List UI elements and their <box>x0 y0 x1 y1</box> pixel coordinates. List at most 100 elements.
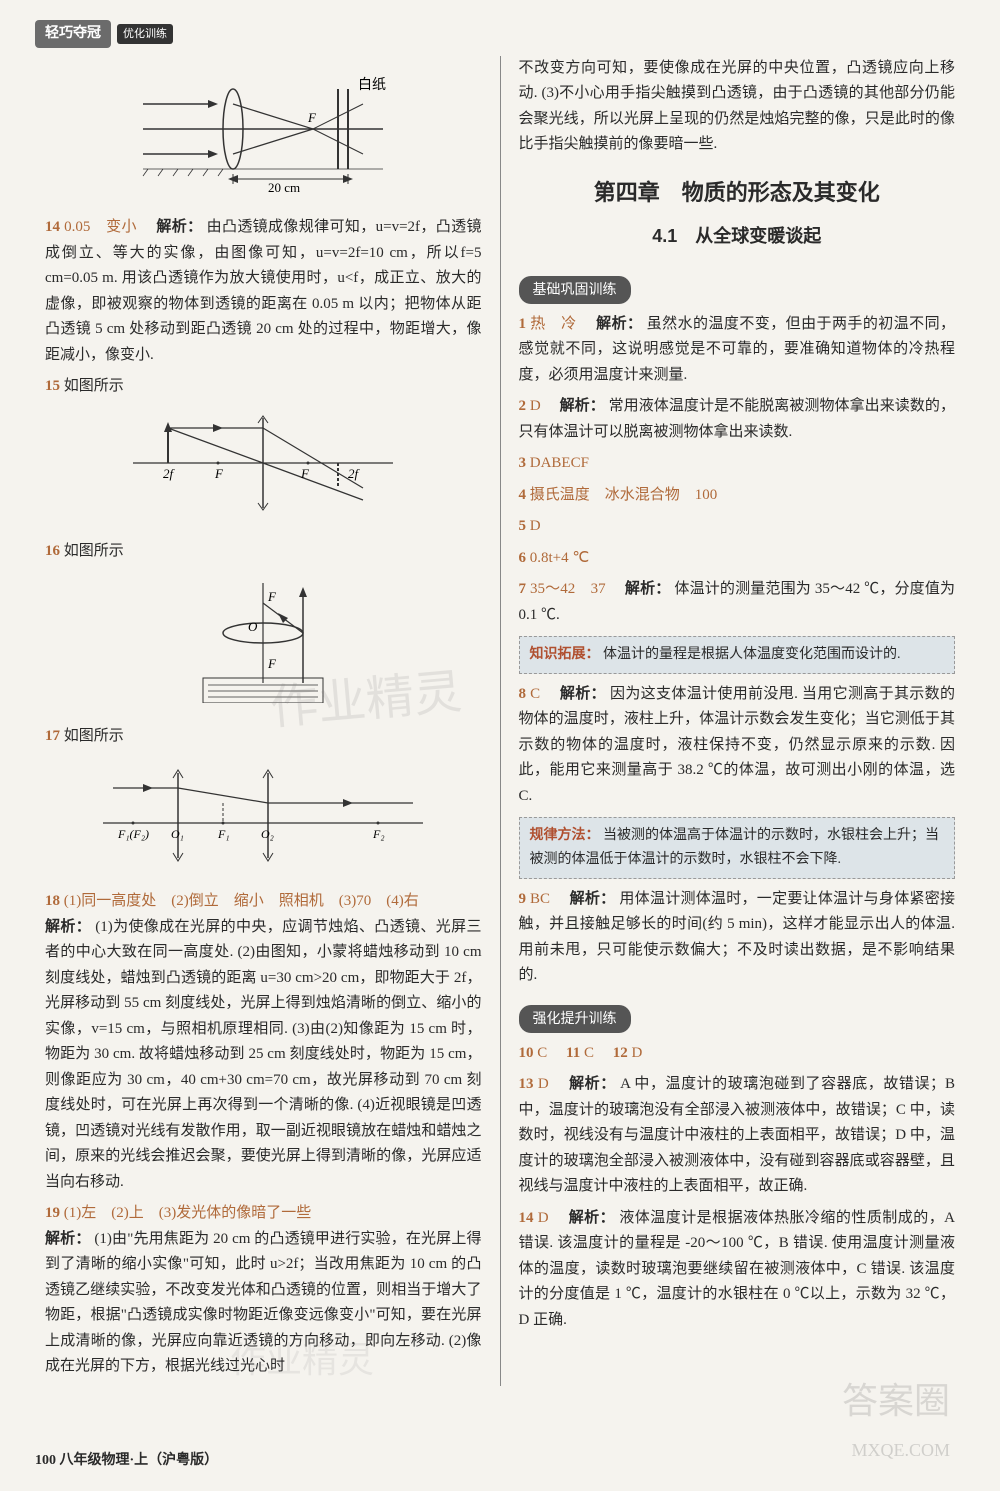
q19-explain-label: 解析： <box>45 1231 90 1247</box>
svg-text:F₂: F₂ <box>372 827 385 841</box>
r-q3: 3 DABECF <box>519 451 956 477</box>
header-badge: 轻巧夺冠 <box>35 20 111 48</box>
r-q2: 2 D 解析： 常用液体温度计是不能脱离被测物体拿出来读数的，只有体温计可以脱离… <box>519 394 956 445</box>
q19-answer: (1)左 (2)上 (3)发光体的像暗了一些 <box>64 1205 311 1221</box>
q17-num: 17 <box>45 728 60 744</box>
r-q10-num: 10 <box>519 1045 534 1061</box>
r-q13: 13 D 解析： A 中，温度计的玻璃泡碰到了容器底，故错误；B 中，温度计的玻… <box>519 1072 956 1200</box>
chapter-title: 第四章 物质的形态及其变化 <box>519 174 956 211</box>
page-header: 轻巧夺冠 优化训练 <box>35 20 965 48</box>
q18-text: (1)为使像成在光屏的中央，应调节烛焰、凸透镜、光屏三者的中心大致在同一高度处.… <box>45 919 482 1190</box>
q19-cont-text: 不改变方向可知，要使像成在光屏的中央位置，凸透镜应向上移动. (3)不小心用手指… <box>519 60 956 153</box>
r-q6-ans: 0.8t+4 ℃ <box>530 550 589 566</box>
r-q9-num: 9 <box>519 891 527 907</box>
label-F: F <box>307 110 317 125</box>
q19-continuation: 不改变方向可知，要使像成在光屏的中央位置，凸透镜应向上移动. (3)不小心用手指… <box>519 56 956 158</box>
r-q11-num: 11 <box>566 1045 580 1061</box>
q19-num: 19 <box>45 1205 60 1221</box>
page-number: 100 <box>35 1453 56 1468</box>
r-q12-ans: D <box>632 1045 643 1061</box>
r-q2-explain-label: 解析： <box>560 398 605 414</box>
label-20cm: 20 cm <box>268 180 300 194</box>
r-q5-ans: D <box>530 518 541 534</box>
r-q13-text: A 中，温度计的玻璃泡碰到了容器底，故错误；B 中，温度计的玻璃泡没有全部浸入被… <box>519 1076 956 1194</box>
r-q11-ans: C <box>584 1045 594 1061</box>
q15-answer: 如图所示 <box>64 378 124 394</box>
r-q4: 4 摄氏温度 冰水混合物 100 <box>519 483 956 509</box>
callout1-text: 体温计的量程是根据人体温度变化范围而设计的. <box>603 647 901 662</box>
page-footer: 100 八年级物理·上（沪粤版） <box>35 1449 218 1473</box>
r-q14-num: 14 <box>519 1210 534 1226</box>
diagram-lens-water: F O F <box>45 573 482 713</box>
diagram-lens-ray: 2f F F 2f <box>45 408 482 528</box>
svg-text:2f: 2f <box>348 466 361 481</box>
r-q7-num: 7 <box>519 581 527 597</box>
r-q8-explain-label: 解析： <box>560 686 606 702</box>
r-q14-text: 液体温度计是根据液体热胀冷缩的性质制成的，A 错误. 该温度计的量程是 -20～… <box>519 1210 956 1328</box>
svg-text:F: F <box>214 466 224 481</box>
pill-advanced: 强化提升训练 <box>519 1005 631 1033</box>
r-q6: 6 0.8t+4 ℃ <box>519 546 956 572</box>
q18-num: 18 <box>45 893 60 909</box>
section-title: 4.1 从全球变暖谈起 <box>519 221 956 252</box>
r-q12-num: 12 <box>613 1045 628 1061</box>
r-q13-explain-label: 解析： <box>569 1076 616 1092</box>
r-q3-num: 3 <box>519 455 527 471</box>
r-q2-num: 2 <box>519 398 527 414</box>
svg-text:O₂: O₂ <box>261 827 274 841</box>
callout-method: 规律方法： 当被测的体温高于体温计的示数时，水银柱会上升；当被测的体温低于体温计… <box>519 817 956 879</box>
svg-text:O: O <box>248 619 258 634</box>
r-q7-ans: 35～42 37 <box>530 581 621 597</box>
r-q5-num: 5 <box>519 518 527 534</box>
q17-answer: 如图所示 <box>64 728 124 744</box>
header-label: 优化训练 <box>117 24 173 45</box>
r-q9-ans: BC <box>530 891 566 907</box>
svg-text:O₁: O₁ <box>171 827 184 841</box>
footer-label: 八年级物理·上（沪粤版） <box>60 1453 219 1468</box>
svg-text:F: F <box>300 466 310 481</box>
r-q9: 9 BC 解析： 用体温计测体温时，一定要让体温计与身体紧密接触，并且接触足够长… <box>519 887 956 989</box>
svg-text:F₁(F₂): F₁(F₂) <box>117 827 149 841</box>
r-q3-ans: DABECF <box>530 455 589 471</box>
r-q13-ans: D <box>538 1076 565 1092</box>
r-q5: 5 D <box>519 514 956 540</box>
q17: 17 如图所示 <box>45 724 482 750</box>
r-q1: 1 热 冷 解析： 虽然水的温度不变，但由于两手的初温不同，感觉就不同，这说明感… <box>519 312 956 389</box>
r-q8: 8 C 解析： 因为这支体温计使用前没甩. 当用它测高于其示数的物体的温度时，液… <box>519 682 956 810</box>
watermark-3: MXQE.COM <box>851 1435 950 1466</box>
r-q9-explain-label: 解析： <box>570 891 616 907</box>
q14-num: 14 <box>45 219 60 235</box>
q14-explain-label: 解析： <box>156 219 202 235</box>
q15-num: 15 <box>45 378 60 394</box>
r-q8-ans: C <box>530 686 556 702</box>
r-q7-explain-label: 解析： <box>625 581 671 597</box>
r-q14-ans: D <box>538 1210 565 1226</box>
callout-knowledge: 知识拓展： 体温计的量程是根据人体温度变化范围而设计的. <box>519 636 956 674</box>
r-q1-num: 1 <box>519 316 527 332</box>
r-q4-ans: 摄氏温度 冰水混合物 100 <box>530 487 718 503</box>
callout1-title: 知识拓展： <box>530 647 600 662</box>
diagram-two-lens: F₁(F₂) O₁ F₁ O₂ F₂ <box>45 758 482 878</box>
q14-answer: 0.05 变小 <box>64 219 152 235</box>
svg-text:F: F <box>267 656 277 671</box>
pill-basic: 基础巩固训练 <box>519 276 631 304</box>
q16-num: 16 <box>45 543 60 559</box>
label-white-paper: 白纸 <box>358 77 386 93</box>
right-column: 不改变方向可知，要使像成在光屏的中央位置，凸透镜应向上移动. (3)不小心用手指… <box>501 56 966 1386</box>
left-column: 白纸 F 20 cm 14 0.05 变小 解析： 由凸透 <box>35 56 501 1386</box>
q16-answer: 如图所示 <box>64 543 124 559</box>
r-q10-ans: C <box>537 1045 547 1061</box>
r-q8-num: 8 <box>519 686 527 702</box>
q14: 14 0.05 变小 解析： 由凸透镜成像规律可知，u=v=2f，凸透镜成倒立、… <box>45 215 482 368</box>
q18: 18 (1)同一高度处 (2)倒立 缩小 照相机 (3)70 (4)右 解析： … <box>45 889 482 1195</box>
q18-explain-label: 解析： <box>45 919 91 935</box>
r-q8-text: 因为这支体温计使用前没甩. 当用它测高于其示数的物体的温度时，液柱上升，体温计示… <box>519 686 956 804</box>
r-q1-explain-label: 解析： <box>596 316 642 332</box>
r-q14: 14 D 解析： 液体温度计是根据液体热胀冷缩的性质制成的，A 错误. 该温度计… <box>519 1206 956 1334</box>
q18-answer: (1)同一高度处 (2)倒立 缩小 照相机 (3)70 (4)右 <box>64 893 419 909</box>
q15: 15 如图所示 <box>45 374 482 400</box>
q14-text: 由凸透镜成像规律可知，u=v=2f，凸透镜成倒立、等大的实像，由图像可知，u=v… <box>45 219 482 363</box>
callout2-title: 规律方法： <box>530 828 600 843</box>
r-q7: 7 35～42 37 解析： 体温计的测量范围为 35～42 ℃，分度值为 0.… <box>519 577 956 628</box>
r-q6-num: 6 <box>519 550 527 566</box>
